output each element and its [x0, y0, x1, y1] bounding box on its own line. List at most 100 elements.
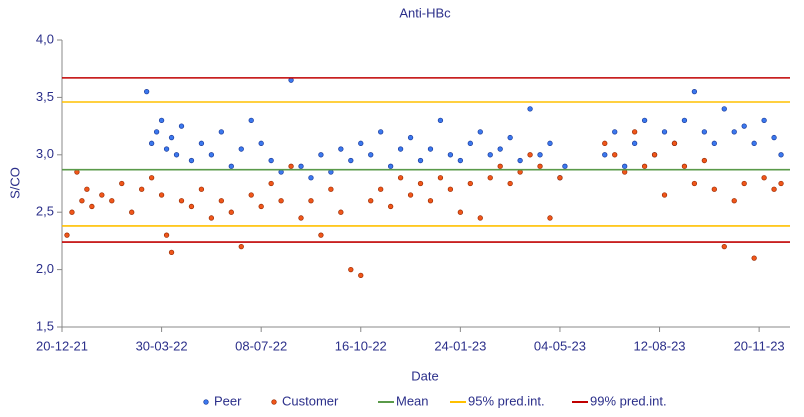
- y-axis-label: S/CO: [7, 167, 22, 199]
- point: [198, 186, 205, 192]
- point: [457, 157, 464, 164]
- chart-title: Anti-HBc: [399, 5, 451, 20]
- point: [691, 89, 698, 95]
- x-tick-label: 30-03-22: [136, 338, 188, 353]
- point: [258, 203, 264, 210]
- point: [487, 175, 493, 181]
- point: [741, 123, 747, 129]
- point: [651, 152, 658, 158]
- point: [517, 157, 523, 164]
- point: [447, 186, 454, 192]
- point: [527, 152, 533, 158]
- point: [368, 152, 374, 158]
- point: [158, 117, 165, 124]
- x-tick-label: 12-08-23: [634, 338, 686, 353]
- y-tick-label: 2,0: [36, 261, 54, 276]
- point: [681, 117, 688, 124]
- point: [602, 152, 608, 158]
- point: [507, 180, 513, 187]
- point: [467, 180, 473, 187]
- point: [537, 163, 543, 169]
- point: [407, 134, 414, 141]
- y-tick-label: 1,5: [36, 318, 54, 333]
- point: [437, 117, 444, 124]
- point: [338, 209, 344, 215]
- x-tick-label: 20-11-23: [734, 338, 785, 353]
- point: [268, 157, 274, 164]
- point: [721, 106, 727, 112]
- point: [168, 249, 175, 256]
- point: [79, 198, 85, 204]
- point: [178, 123, 185, 129]
- point: [778, 152, 784, 158]
- point: [547, 215, 553, 221]
- point: [288, 163, 294, 169]
- point: [507, 134, 513, 141]
- point: [387, 163, 394, 169]
- legend-marker: [271, 399, 277, 405]
- point: [741, 180, 747, 187]
- point: [447, 152, 454, 158]
- point: [547, 140, 553, 146]
- point: [148, 140, 155, 146]
- point: [761, 117, 767, 124]
- point: [298, 215, 304, 221]
- point: [397, 146, 404, 152]
- point: [153, 129, 160, 135]
- point: [477, 215, 483, 221]
- point: [188, 203, 195, 210]
- x-tick-label: 20-12-21: [36, 338, 88, 353]
- point: [248, 192, 254, 198]
- point: [119, 180, 125, 187]
- point: [168, 134, 175, 141]
- y-tick-label: 4,0: [36, 31, 54, 46]
- x-tick-label: 16-10-22: [335, 338, 387, 353]
- point: [387, 203, 394, 210]
- point: [771, 186, 777, 192]
- point: [64, 232, 70, 238]
- point: [228, 163, 234, 169]
- point: [109, 198, 115, 204]
- point: [641, 117, 648, 124]
- point: [537, 152, 543, 158]
- point: [378, 186, 384, 192]
- point: [268, 180, 274, 187]
- point: [228, 209, 234, 215]
- point: [487, 152, 493, 158]
- point: [778, 180, 784, 187]
- point: [761, 175, 767, 181]
- point: [711, 186, 717, 192]
- point: [771, 134, 777, 141]
- point: [527, 106, 533, 112]
- point: [497, 146, 503, 152]
- point: [731, 129, 737, 135]
- legend-label: Customer: [282, 393, 339, 408]
- point: [318, 232, 324, 238]
- x-axis-label: Date: [411, 368, 438, 383]
- point: [129, 209, 135, 215]
- point: [298, 163, 304, 169]
- point: [612, 152, 618, 158]
- point: [701, 129, 708, 135]
- point: [701, 157, 708, 164]
- point: [258, 140, 264, 146]
- point: [238, 146, 244, 152]
- point: [681, 163, 688, 169]
- legend-label: 99% pred.int.: [590, 393, 667, 408]
- legend-marker: [203, 399, 209, 405]
- point: [721, 243, 727, 250]
- point: [417, 180, 424, 187]
- point: [163, 146, 170, 152]
- legend-label: Peer: [214, 393, 242, 408]
- point: [437, 175, 444, 181]
- point: [208, 215, 215, 221]
- point: [69, 209, 75, 215]
- point: [338, 146, 344, 152]
- point: [188, 157, 195, 164]
- point: [557, 175, 563, 181]
- point: [248, 117, 254, 124]
- point: [631, 129, 638, 135]
- point: [751, 140, 757, 146]
- point: [497, 163, 503, 169]
- point: [178, 198, 185, 204]
